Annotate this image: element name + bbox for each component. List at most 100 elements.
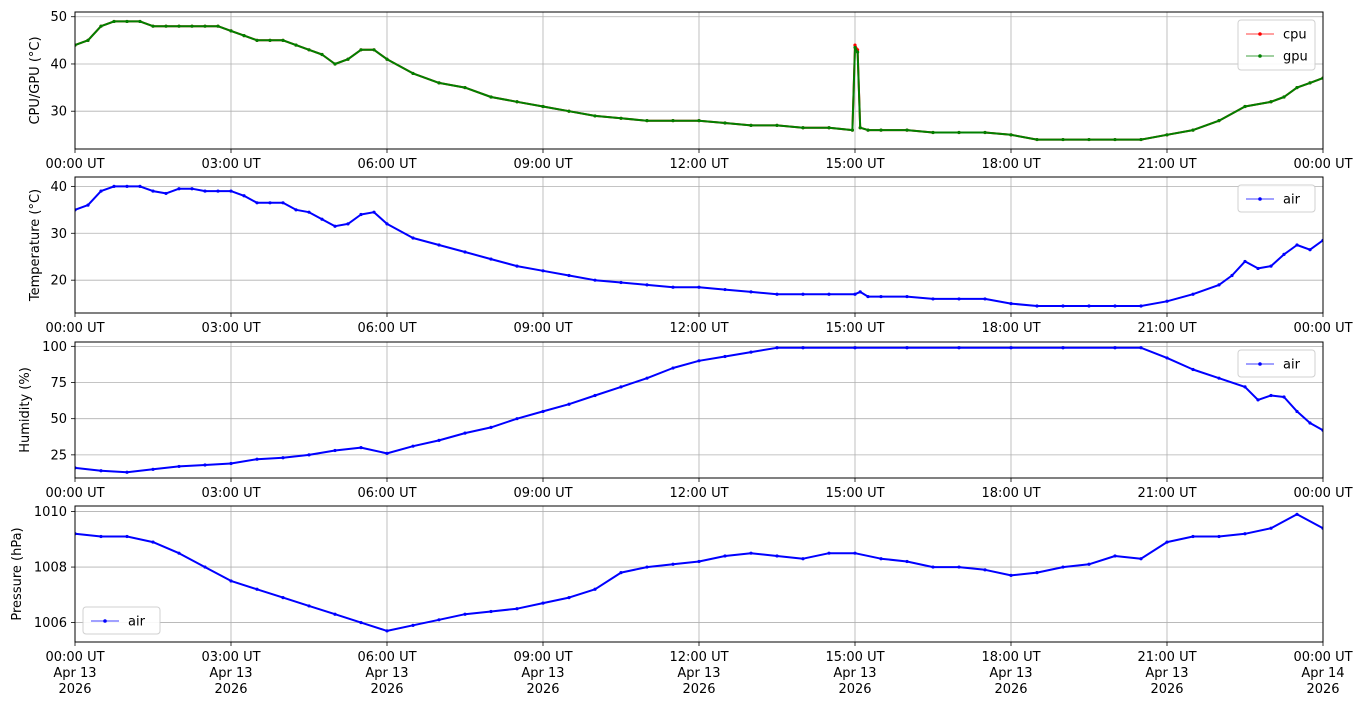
data-point <box>827 292 831 296</box>
axes-frame <box>74 341 1324 479</box>
data-point <box>1191 534 1195 539</box>
data-point <box>775 292 779 296</box>
data-point <box>268 38 272 42</box>
data-point <box>177 24 181 28</box>
data-point <box>645 565 649 569</box>
data-point <box>372 210 376 214</box>
data-point <box>1243 259 1247 264</box>
legend-marker-air <box>1258 197 1262 201</box>
y-axis-label: CPU/GPU (°C) <box>28 36 43 124</box>
data-point <box>853 551 857 555</box>
legend-box <box>1237 19 1316 71</box>
data-point <box>281 595 285 600</box>
y-tick-label: 75 <box>50 376 67 391</box>
y-tick-label: 50 <box>50 412 67 427</box>
data-point <box>463 612 467 616</box>
data-point <box>957 346 961 350</box>
data-point <box>801 126 805 130</box>
data-point <box>411 236 415 240</box>
x-tick-label: 18:00 UT <box>981 321 1040 336</box>
data-point <box>1191 367 1195 372</box>
data-point <box>151 24 155 28</box>
data-point <box>957 130 961 135</box>
y-axis-label: Temperature (°C) <box>28 189 43 302</box>
data-point <box>1282 395 1286 399</box>
data-point <box>229 29 233 33</box>
axes-frame <box>74 505 1324 643</box>
data-point <box>905 128 909 132</box>
series-gpu <box>75 19 1323 142</box>
x-tick-label: 21:00 UT <box>1137 321 1196 336</box>
x-tick-label: 15:00 UT Apr 13 2026 <box>825 650 884 697</box>
data-point <box>1139 137 1143 142</box>
series-air <box>75 346 1323 474</box>
data-point <box>255 457 259 461</box>
data-point <box>541 104 545 109</box>
data-point <box>1165 356 1169 360</box>
data-point <box>125 534 129 539</box>
data-point <box>1282 95 1286 99</box>
data-point <box>190 24 194 28</box>
data-point <box>775 123 779 127</box>
data-point <box>99 469 103 473</box>
y-tick-label: 20 <box>50 274 67 289</box>
chart-panel-1: 00:00 UT 03:00 UT 06:00 UT 09:00 UT 12:00 UT… <box>28 10 1353 172</box>
data-point <box>255 38 259 42</box>
data-point <box>801 292 805 296</box>
data-point <box>1269 264 1273 268</box>
data-point <box>333 448 337 453</box>
data-point <box>619 280 623 285</box>
data-point <box>1191 128 1195 132</box>
data-point <box>593 278 597 282</box>
x-tick-label: 12:00 UT <box>669 321 728 336</box>
data-point <box>905 559 909 564</box>
data-point <box>385 451 389 456</box>
data-point <box>1035 571 1039 575</box>
data-point <box>99 24 103 28</box>
data-point <box>879 128 883 132</box>
data-point <box>671 119 675 123</box>
data-point <box>203 24 207 28</box>
data-point <box>827 126 831 130</box>
x-tick-label: 12:00 UT <box>669 486 728 501</box>
data-point <box>1295 512 1299 516</box>
legend: air <box>82 606 161 635</box>
legend: air <box>1237 349 1316 378</box>
series-line-air <box>75 346 1323 474</box>
data-point <box>775 346 779 350</box>
data-point <box>749 350 753 354</box>
data-point <box>307 453 311 457</box>
data-point <box>385 629 389 633</box>
x-tick-label: 03:00 UT <box>201 321 260 336</box>
data-point <box>1308 248 1312 252</box>
data-point <box>294 208 298 212</box>
y-tick-label: 40 <box>50 180 67 195</box>
data-point <box>359 212 363 217</box>
data-point <box>164 24 168 28</box>
data-point <box>346 57 350 61</box>
data-point <box>1269 100 1273 104</box>
x-tick-label: 12:00 UT <box>669 157 728 172</box>
data-point <box>255 587 259 591</box>
data-point <box>489 609 493 614</box>
data-point <box>268 201 272 205</box>
y-tick-label: 1010 <box>34 505 67 520</box>
x-tick-label: 18:00 UT <box>981 486 1040 501</box>
legend-box <box>1237 184 1316 213</box>
data-point <box>593 587 597 591</box>
y-tick-label: 1006 <box>34 616 67 631</box>
x-tick-label: 21:00 UT <box>1137 157 1196 172</box>
legend-label-cpu: cpu <box>1283 28 1307 43</box>
data-point <box>1269 526 1273 530</box>
data-point <box>1217 376 1221 380</box>
data-point <box>697 359 701 363</box>
data-point <box>593 393 597 398</box>
data-point <box>177 187 181 191</box>
data-point <box>86 38 90 42</box>
legend-marker-gpu <box>1258 54 1262 58</box>
data-point <box>1113 554 1117 558</box>
data-point <box>320 52 324 57</box>
data-point <box>1113 137 1117 142</box>
data-point <box>1165 133 1169 137</box>
data-point <box>1139 304 1143 308</box>
